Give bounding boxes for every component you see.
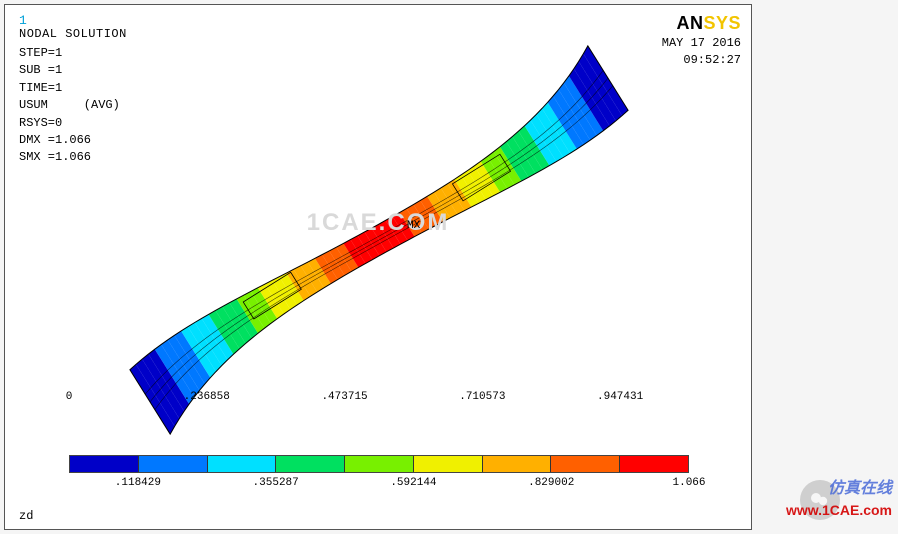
watermark-url: www.1CAE.com — [786, 502, 892, 518]
legend-tick: .473715 — [321, 391, 367, 403]
legend-tick: 0 — [66, 391, 73, 403]
watermark-cn-text: 仿真在线 — [828, 474, 892, 498]
legend-tick: .829002 — [528, 477, 574, 489]
color-legend: 0.236858.473715.710573.947431 .118429 .35… — [69, 427, 689, 501]
legend-bar — [69, 455, 689, 473]
legend-tick: .118429 — [115, 477, 161, 489]
footer-label: zd — [19, 509, 33, 523]
legend-segment — [70, 456, 139, 472]
legend-segment — [276, 456, 345, 472]
legend-segment — [345, 456, 414, 472]
legend-segment — [620, 456, 688, 472]
legend-tick: .236858 — [184, 391, 230, 403]
legend-tick: .710573 — [459, 391, 505, 403]
legend-segment — [208, 456, 277, 472]
legend-ticks-upper: 0.236858.473715.710573.947431 — [69, 427, 689, 455]
legend-tick: .947431 — [597, 391, 643, 403]
legend-segment — [139, 456, 208, 472]
mx-label: MX — [407, 220, 420, 232]
plot-frame: 1 NODAL SOLUTION STEP=1 SUB =1 TIME=1 US… — [4, 4, 752, 530]
legend-tick: 1.066 — [672, 477, 705, 489]
legend-tick: .355287 — [253, 477, 299, 489]
legend-segment — [483, 456, 552, 472]
legend-segment — [414, 456, 483, 472]
legend-ticks-lower: .118429.355287.592144.8290021.066 — [69, 473, 689, 501]
legend-segment — [551, 456, 620, 472]
legend-tick: .592144 — [390, 477, 436, 489]
